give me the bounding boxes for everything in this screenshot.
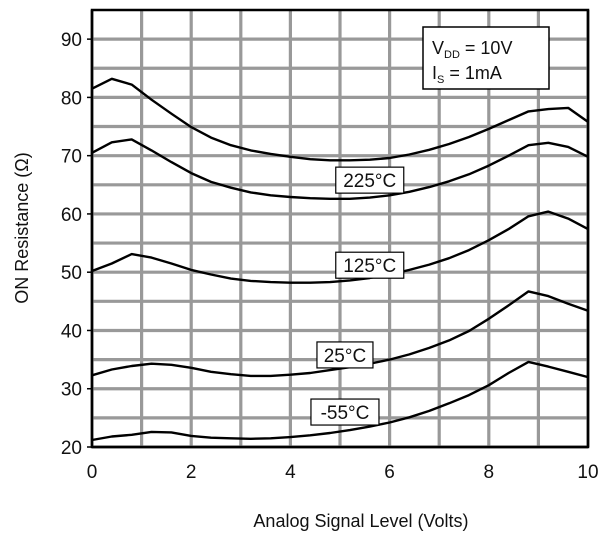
y-tick-label: 20 (61, 438, 82, 459)
series-line-1 (91, 77, 589, 162)
y-axis-label: ON Resistance (Ω) (12, 152, 32, 304)
curve-label-text: 225°C (343, 171, 396, 192)
is-subscript: S (437, 74, 444, 86)
series-line-3 (91, 210, 589, 284)
vdd-value: = 10V (460, 38, 513, 58)
curve-label: -55°C (310, 398, 380, 426)
is-symbol: I (432, 63, 437, 83)
is-value: = 1mA (444, 63, 502, 83)
curve-label-box (335, 251, 405, 279)
x-tick-label: 10 (577, 462, 598, 483)
x-tick-label: 6 (384, 462, 395, 483)
y-tick-label: 50 (61, 263, 82, 284)
y-tick-label: 60 (61, 205, 82, 226)
curve-label: 25°C (316, 341, 374, 369)
vdd-symbol: V (432, 38, 444, 58)
curve-label-text: 125°C (343, 256, 396, 277)
x-tick-label: 2 (186, 462, 197, 483)
tick-labels: 0 2 4 6 8 10 20 30 40 50 60 70 80 90 (61, 30, 599, 483)
x-tick-label: 0 (87, 462, 98, 483)
vdd-subscript: DD (444, 49, 460, 61)
y-tick-label: 80 (61, 88, 82, 109)
conditions-box: VDD = 10V IS = 1mA (422, 26, 550, 90)
vdd-condition: VDD = 10V (432, 38, 512, 61)
x-tick-label: 8 (484, 462, 495, 483)
y-tick-label: 40 (61, 321, 82, 342)
curve-label: 125°C (335, 251, 405, 279)
is-condition: IS = 1mA (432, 63, 502, 86)
series-line-4 (91, 290, 589, 378)
curve-label-box (310, 398, 380, 426)
y-tick-label: 90 (61, 30, 82, 51)
conditions-box-frame (422, 26, 550, 90)
curve-label-box (316, 341, 374, 369)
curve-label-text: 25°C (324, 346, 366, 367)
curve-label-text: -55°C (321, 403, 370, 424)
series-group (91, 77, 589, 442)
curve-label-box (335, 166, 405, 194)
series-line-2 (91, 138, 589, 201)
curve-label: 225°C (335, 166, 405, 194)
plot-frame (90, 8, 590, 449)
series-line-5 (91, 360, 589, 442)
y-tick-label: 30 (61, 380, 82, 401)
curve-labels: 225°C 125°C 25°C -55°C (310, 166, 405, 426)
x-tick-label: 4 (285, 462, 296, 483)
x-axis-label: Analog Signal Level (Volts) (253, 511, 468, 531)
y-tick-label: 70 (61, 147, 82, 168)
